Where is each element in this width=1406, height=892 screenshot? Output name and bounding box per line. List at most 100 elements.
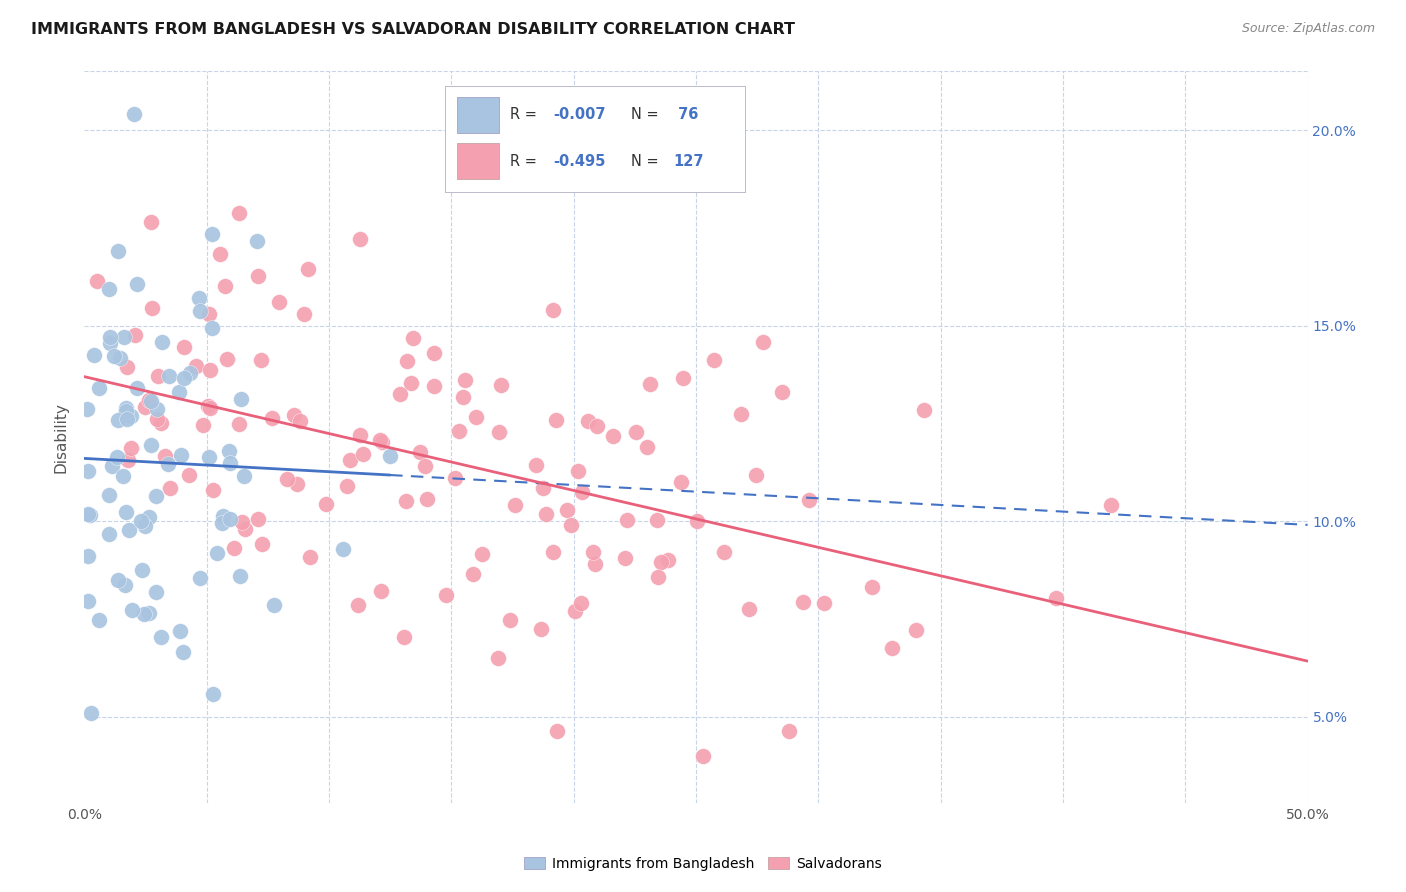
Point (120, 409, 142, 423)
Point (560, 518, 582, 533)
Point (332, 542, 354, 557)
Point (752, 334, 775, 349)
Point (115, 401, 138, 415)
Point (488, 425, 510, 440)
Point (86, 274, 108, 288)
Point (173, 341, 195, 355)
Point (1099, 498, 1122, 512)
Point (499, 613, 522, 627)
Point (395, 494, 418, 508)
Point (672, 371, 695, 385)
Point (205, 546, 228, 560)
Point (138, 392, 160, 407)
Point (626, 425, 648, 440)
Point (349, 232, 371, 246)
Point (297, 262, 319, 277)
Point (531, 481, 554, 495)
Point (738, 602, 761, 616)
Point (416, 491, 439, 506)
Point (571, 485, 593, 500)
Point (451, 390, 474, 404)
Point (569, 596, 592, 610)
Point (77, 507, 100, 521)
Point (792, 595, 814, 609)
Point (904, 624, 927, 638)
Point (534, 508, 557, 522)
Point (87, 381, 110, 395)
Point (215, 352, 238, 367)
Point (860, 580, 883, 594)
Point (134, 400, 156, 414)
Point (125, 277, 148, 292)
Point (616, 513, 638, 527)
Point (125, 381, 148, 395)
Point (543, 302, 565, 317)
Legend: Immigrants from Bangladesh, Salvadorans: Immigrants from Bangladesh, Salvadorans (519, 851, 887, 876)
Point (211, 516, 233, 531)
Point (799, 493, 821, 508)
Point (778, 724, 800, 739)
Point (231, 392, 253, 406)
Point (108, 351, 131, 365)
Point (347, 599, 370, 613)
Point (145, 489, 167, 503)
Point (339, 452, 361, 467)
Point (159, 481, 181, 495)
Point (813, 596, 835, 610)
Point (657, 552, 679, 566)
Point (770, 385, 793, 400)
Point (131, 563, 153, 577)
Point (541, 545, 564, 559)
Point (544, 413, 567, 427)
Text: Source: ZipAtlas.com: Source: ZipAtlas.com (1241, 22, 1375, 36)
Point (117, 412, 139, 426)
Point (567, 464, 589, 478)
Point (83, 349, 105, 363)
Point (686, 514, 709, 528)
Point (1045, 591, 1067, 605)
Point (454, 373, 477, 387)
Point (97, 527, 120, 541)
Point (602, 428, 624, 442)
Point (267, 295, 290, 310)
Point (394, 630, 416, 644)
Point (413, 459, 436, 474)
Point (645, 513, 668, 527)
Point (98, 335, 121, 350)
Point (288, 414, 311, 428)
Point (262, 411, 284, 425)
Point (141, 301, 163, 315)
Y-axis label: Disability: Disability (53, 401, 69, 473)
Point (107, 244, 129, 258)
Point (423, 378, 446, 392)
Point (249, 352, 271, 367)
Point (228, 417, 250, 432)
Point (179, 366, 201, 380)
Point (145, 412, 167, 426)
Text: IMMIGRANTS FROM BANGLADESH VS SALVADORAN DISABILITY CORRELATION CHART: IMMIGRANTS FROM BANGLADESH VS SALVADORAN… (31, 22, 794, 37)
Point (115, 360, 138, 375)
Point (395, 354, 418, 368)
Point (132, 607, 155, 621)
Point (98, 330, 121, 344)
Point (283, 409, 305, 423)
Point (114, 578, 136, 592)
Point (157, 369, 180, 384)
Point (197, 306, 219, 320)
Point (150, 417, 173, 431)
Point (105, 450, 128, 465)
Point (184, 359, 207, 373)
Point (218, 512, 240, 526)
Point (138, 607, 160, 621)
Point (582, 545, 605, 559)
Point (292, 307, 315, 321)
Point (263, 598, 285, 612)
Point (402, 331, 425, 345)
Point (218, 444, 240, 458)
Point (228, 568, 250, 582)
Point (370, 583, 392, 598)
Point (447, 424, 470, 438)
Point (179, 467, 201, 482)
Point (97, 487, 120, 501)
Point (141, 215, 163, 229)
